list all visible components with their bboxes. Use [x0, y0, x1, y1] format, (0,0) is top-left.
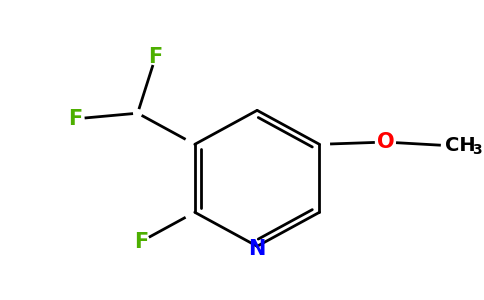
Text: F: F [149, 46, 163, 67]
Text: O: O [377, 132, 394, 152]
Text: F: F [134, 232, 148, 252]
Text: N: N [248, 238, 266, 259]
Text: CH: CH [445, 136, 476, 155]
Text: 3: 3 [472, 143, 482, 157]
Text: F: F [68, 109, 82, 129]
